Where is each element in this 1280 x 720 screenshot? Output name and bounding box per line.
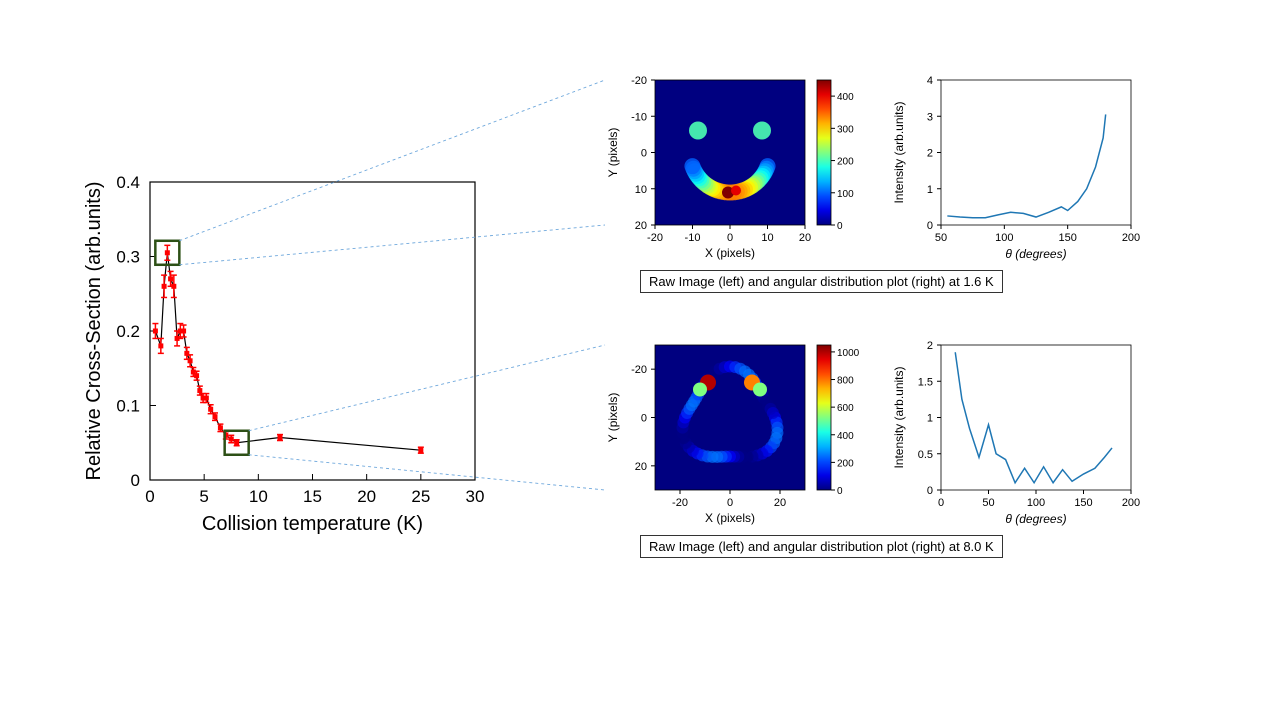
svg-text:800: 800	[837, 376, 854, 387]
svg-text:Y (pixels): Y (pixels)	[606, 128, 620, 178]
svg-text:200: 200	[1122, 497, 1140, 509]
svg-text:4: 4	[927, 75, 933, 87]
svg-text:0: 0	[131, 471, 140, 490]
svg-text:600: 600	[837, 403, 854, 414]
inset1-caption: Raw Image (left) and angular distributio…	[640, 270, 1003, 293]
svg-text:0: 0	[927, 485, 933, 497]
svg-text:0.1: 0.1	[116, 397, 140, 416]
svg-text:-20: -20	[631, 364, 647, 376]
svg-text:0.2: 0.2	[116, 322, 140, 341]
inset2-caption: Raw Image (left) and angular distributio…	[640, 535, 1003, 558]
svg-text:300: 300	[837, 124, 854, 135]
svg-text:5: 5	[199, 487, 208, 506]
svg-text:20: 20	[774, 497, 786, 509]
svg-text:1000: 1000	[837, 348, 860, 359]
svg-text:100: 100	[995, 232, 1013, 244]
svg-text:Y (pixels): Y (pixels)	[606, 393, 620, 443]
svg-text:100: 100	[1027, 497, 1045, 509]
svg-text:20: 20	[357, 487, 376, 506]
svg-text:1: 1	[927, 184, 933, 196]
svg-text:2: 2	[927, 148, 933, 160]
svg-text:10: 10	[635, 184, 647, 196]
svg-text:50: 50	[982, 497, 994, 509]
svg-text:0: 0	[145, 487, 154, 506]
main-chart: 0 5 10 15 20 25 30 0 0.1 0.2 0.3 0.4 Collision tempe…	[80, 170, 490, 540]
svg-text:θ (degrees): θ (degrees)	[1005, 512, 1066, 526]
svg-text:-20: -20	[631, 75, 647, 87]
svg-text:0: 0	[641, 148, 647, 160]
svg-text:0: 0	[938, 497, 944, 509]
svg-text:25: 25	[411, 487, 430, 506]
svg-text:20: 20	[635, 220, 647, 232]
svg-text:Relative Cross-Section (arb.un: Relative Cross-Section (arb.units)	[83, 182, 105, 481]
svg-text:150: 150	[1058, 232, 1076, 244]
svg-text:-20: -20	[672, 497, 688, 509]
svg-text:0: 0	[641, 413, 647, 425]
svg-text:10: 10	[761, 232, 773, 244]
svg-text:200: 200	[1122, 232, 1140, 244]
svg-text:400: 400	[837, 431, 854, 442]
svg-text:0: 0	[837, 486, 843, 497]
svg-text:100: 100	[837, 189, 854, 200]
svg-text:Intensity (arb.units): Intensity (arb.units)	[892, 101, 906, 203]
svg-text:-10: -10	[631, 111, 647, 123]
svg-text:15: 15	[303, 487, 322, 506]
svg-text:θ (degrees): θ (degrees)	[1005, 247, 1066, 261]
svg-text:0.5: 0.5	[918, 449, 933, 461]
svg-text:3: 3	[927, 111, 933, 123]
svg-text:200: 200	[837, 458, 854, 469]
svg-text:-20: -20	[647, 232, 663, 244]
svg-text:X (pixels): X (pixels)	[705, 246, 755, 260]
svg-text:30: 30	[466, 487, 485, 506]
svg-text:1.5: 1.5	[918, 376, 933, 388]
svg-text:150: 150	[1074, 497, 1092, 509]
svg-text:400: 400	[837, 92, 854, 103]
svg-text:0: 0	[727, 232, 733, 244]
svg-text:0.4: 0.4	[116, 173, 140, 192]
svg-text:1: 1	[927, 413, 933, 425]
svg-text:10: 10	[249, 487, 268, 506]
svg-text:2: 2	[927, 340, 933, 352]
svg-text:Intensity (arb.units): Intensity (arb.units)	[892, 366, 906, 468]
svg-text:20: 20	[799, 232, 811, 244]
inset2-group: -20020-20020X (pixels)Y (pixels)02004006…	[600, 330, 1160, 540]
svg-text:0: 0	[927, 220, 933, 232]
svg-text:Collision temperature (K): Collision temperature (K)	[202, 513, 423, 535]
svg-text:-10: -10	[685, 232, 701, 244]
svg-text:20: 20	[635, 461, 647, 473]
svg-text:0.3: 0.3	[116, 248, 140, 267]
svg-text:50: 50	[935, 232, 947, 244]
svg-text:X (pixels): X (pixels)	[705, 511, 755, 525]
svg-text:200: 200	[837, 157, 854, 168]
svg-text:0: 0	[837, 221, 843, 232]
inset1-group: -20-1001020-20-1001020X (pixels)Y (pixel…	[600, 65, 1160, 275]
svg-text:0: 0	[727, 497, 733, 509]
